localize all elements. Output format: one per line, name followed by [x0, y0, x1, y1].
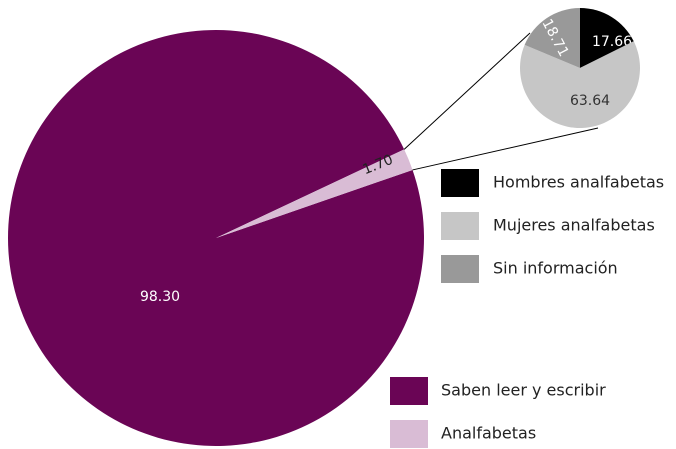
pie-slice: [8, 30, 425, 447]
legend-swatch: [441, 212, 479, 240]
value-label: 17.66: [592, 34, 632, 50]
legend-label: Analfabetas: [441, 424, 536, 443]
pie-slice: [524, 8, 580, 68]
pie-slice: [520, 41, 640, 128]
connector-line: [412, 127, 599, 171]
legend-swatch: [390, 420, 428, 448]
legend-swatch: [441, 169, 479, 197]
legend-swatch: [441, 255, 479, 283]
value-label: 63.64: [570, 93, 610, 109]
legend-label: Mujeres analfabetas: [493, 216, 655, 235]
legend-label: Saben leer y escribir: [441, 381, 606, 400]
legend-label: Sin información: [493, 259, 618, 278]
pie-slice: [580, 8, 634, 68]
legend-swatch: [390, 377, 428, 405]
connector-line: [403, 32, 531, 150]
legend-label: Hombres analfabetas: [493, 173, 664, 192]
pie-slice: [216, 149, 413, 238]
value-label: 98.30: [140, 289, 180, 305]
